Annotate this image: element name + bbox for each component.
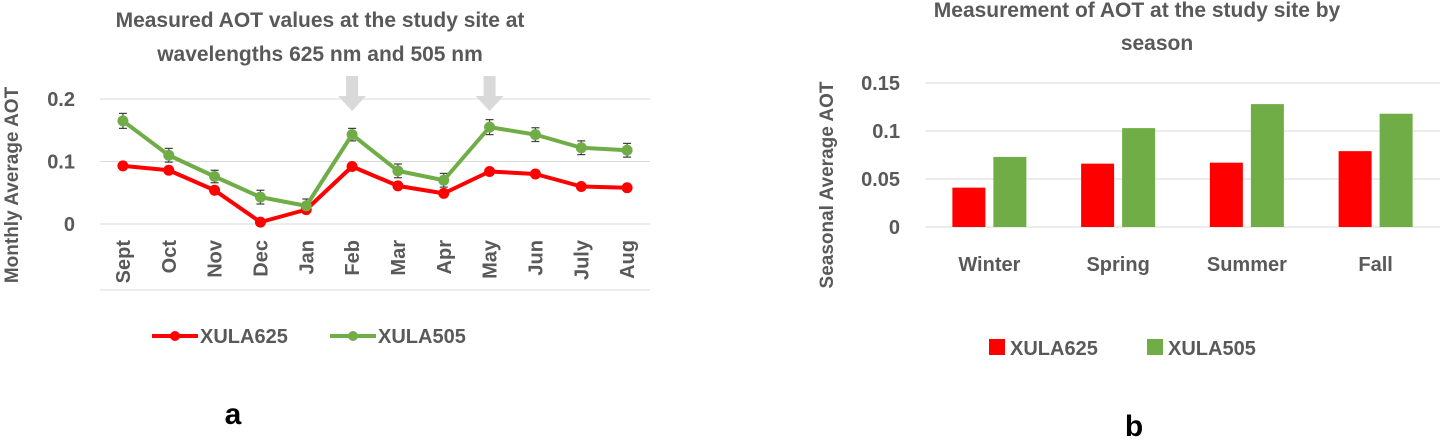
y-tick-label-a: 0	[64, 214, 75, 236]
x-tick-label-a: Feb	[342, 240, 364, 276]
legend-a-xula625: XULA625	[200, 326, 288, 348]
chart-a-x-ticks: Sept Oct Nov Dec Jan Feb Mar Apr May Jun July Aug	[113, 239, 639, 283]
data-point-XULA625	[621, 182, 633, 194]
y-tick-label-b: 0.1	[872, 121, 900, 143]
series-line-XULA625	[122, 163, 628, 225]
bar-XULA505-Summer	[1250, 104, 1284, 227]
y-tick-label-a: 0.1	[47, 152, 75, 174]
chart-a-legend: XULA625 XULA505	[152, 326, 466, 348]
chart-b-legend: XULA625 XULA505	[989, 338, 1256, 360]
chart-a-y-ticks: 0 0.1 0.2	[47, 89, 75, 236]
legend-b-green-swatch	[1147, 339, 1163, 355]
legend-a-green-marker	[348, 331, 358, 341]
chart-a-title-line-2: wavelengths 625 nm and 505 nm	[156, 43, 483, 66]
chart-a-error-bars	[118, 112, 632, 214]
x-tick-label-b: Spring	[1086, 254, 1149, 276]
data-point-XULA505	[621, 144, 633, 156]
bar-XULA625-Fall	[1338, 151, 1372, 227]
legend-b-xula625: XULA625	[1010, 338, 1098, 360]
data-point-XULA505	[392, 165, 404, 177]
data-point-XULA505	[163, 149, 175, 161]
legend-b-xula505: XULA505	[1168, 338, 1256, 360]
x-tick-label-a: Nov	[205, 239, 227, 278]
data-point-XULA505	[438, 174, 450, 186]
y-tick-label-b: 0.15	[861, 73, 900, 95]
chart-a-gridlines	[100, 98, 650, 291]
data-point-XULA505	[529, 129, 541, 141]
x-tick-label-a: Jun	[525, 240, 547, 276]
chart-b-title-line-1: Measurement of AOT at the study site by	[934, 0, 1341, 22]
data-point-XULA625	[346, 161, 358, 172]
data-point-XULA625	[163, 164, 175, 176]
y-tick-label-b: 0.05	[861, 169, 900, 191]
data-point-XULA505	[575, 142, 587, 154]
legend-b-red-swatch	[989, 339, 1005, 355]
data-point-XULA625	[438, 187, 450, 199]
highlight-arrow	[475, 76, 504, 111]
bar-XULA505-Winter	[993, 156, 1027, 227]
data-point-XULA625	[117, 160, 129, 172]
bar-XULA505-Fall	[1379, 113, 1413, 227]
chart-b-title-line-2: season	[1121, 32, 1193, 55]
data-point-XULA505	[300, 200, 312, 212]
data-point-XULA505	[484, 121, 496, 133]
highlight-arrow	[338, 76, 367, 111]
chart-a-title-line-1: Measured AOT values at the study site at	[116, 9, 525, 32]
chart-b-x-ticks: Winter Spring Summer Fall	[958, 254, 1393, 276]
chart-b-y-axis-label: Seasonal Average AOT	[817, 81, 838, 288]
data-point-XULA625	[575, 181, 587, 192]
x-tick-label-b: Fall	[1358, 254, 1392, 276]
bar-XULA625-Spring	[1081, 163, 1115, 227]
chart-a-series	[117, 115, 633, 228]
data-point-XULA625	[209, 184, 221, 196]
x-tick-label-a: Apr	[434, 240, 456, 275]
data-point-XULA505	[117, 115, 129, 127]
bar-XULA505-Spring	[1122, 128, 1156, 227]
y-tick-label-b: 0	[889, 217, 900, 239]
x-tick-label-a: Mar	[388, 240, 410, 276]
chart-b-bars	[952, 104, 1413, 227]
data-point-XULA625	[392, 180, 404, 192]
chart-b-y-ticks: 0 0.05 0.1 0.15	[861, 73, 900, 239]
data-point-XULA505	[209, 171, 221, 182]
chart-a-y-axis-label: Monthly Average AOT	[2, 86, 23, 283]
legend-a-red-marker	[170, 331, 180, 341]
data-point-XULA625	[529, 168, 541, 180]
panel-label-b: b	[1125, 410, 1143, 440]
x-tick-label-a: Oct	[159, 240, 181, 274]
panel-label-a: a	[225, 398, 242, 431]
x-tick-label-a: Aug	[617, 240, 639, 279]
x-tick-label-b: Summer	[1207, 254, 1287, 276]
x-tick-label-a: July	[571, 239, 593, 280]
y-tick-label-a: 0.2	[47, 89, 75, 111]
data-point-XULA505	[254, 191, 266, 203]
data-point-XULA505	[346, 129, 358, 141]
data-point-XULA625	[254, 216, 266, 228]
x-tick-label-a: May	[480, 239, 502, 279]
x-tick-label-b: Winter	[958, 254, 1020, 276]
bar-XULA625-Summer	[1209, 162, 1243, 227]
series-line-XULA505	[121, 119, 628, 208]
data-point-XULA625	[484, 166, 496, 177]
bar-XULA625-Winter	[952, 187, 986, 227]
x-tick-label-a: Dec	[250, 240, 272, 277]
x-tick-label-a: Jan	[296, 240, 318, 274]
legend-a-xula505: XULA505	[378, 326, 466, 348]
x-tick-label-a: Sept	[113, 240, 135, 284]
chart-a-arrows	[338, 76, 504, 111]
